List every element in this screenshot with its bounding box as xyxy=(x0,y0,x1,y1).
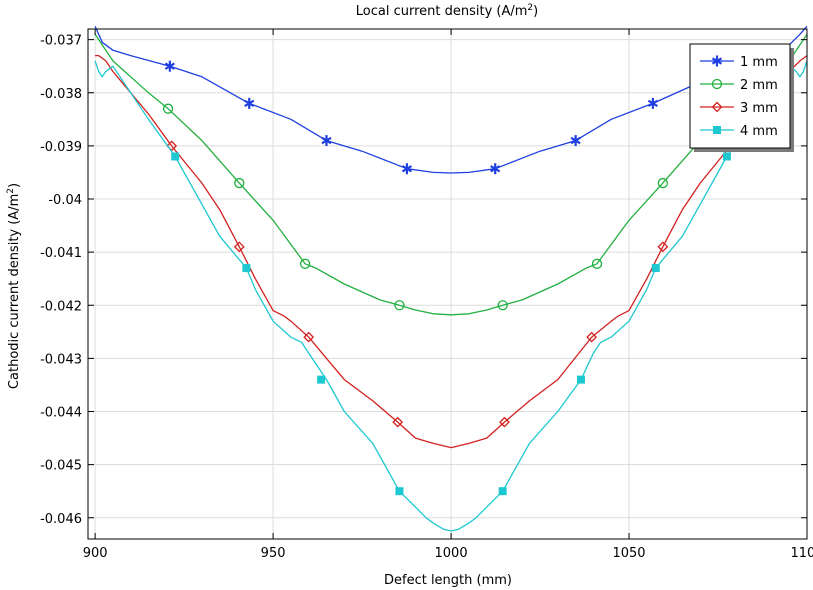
data-point xyxy=(591,258,603,269)
data-point xyxy=(317,375,326,384)
data-point xyxy=(171,152,180,161)
data-point xyxy=(234,177,245,189)
x-axis-label: Defect length (mm) xyxy=(384,573,512,588)
x-tick-label: 1050 xyxy=(612,546,645,561)
data-point xyxy=(242,264,251,273)
legend-marker xyxy=(713,126,721,134)
data-point xyxy=(233,241,245,253)
data-point xyxy=(244,97,255,109)
y-tick-label: -0.039 xyxy=(40,140,82,155)
data-point xyxy=(499,416,510,428)
legend-item: 4 mm xyxy=(700,124,778,139)
data-point xyxy=(166,140,178,152)
data-point xyxy=(498,487,507,496)
y-axis-label: Cathodic current density (A/m2) xyxy=(6,183,22,389)
legend-item: 3 mm xyxy=(700,101,778,116)
x-tick-label: 900 xyxy=(83,546,108,561)
data-point xyxy=(657,177,668,189)
x-tick-label: 950 xyxy=(261,546,286,561)
data-point xyxy=(395,487,404,496)
legend: 1 mm 2 mm 3 mm 4 mm xyxy=(689,43,794,152)
y-axis: -0.037 -0.038 -0.039 -0.04 -0.041 -0.042 -0.04… xyxy=(40,34,807,527)
series-3 xyxy=(94,60,808,532)
y-tick-label: -0.043 xyxy=(40,352,82,367)
y-tick-label: -0.045 xyxy=(40,459,82,474)
legend-label: 3 mm xyxy=(740,101,778,116)
y-tick-label: -0.042 xyxy=(40,299,82,314)
legend-item: 1 mm xyxy=(700,55,778,70)
legend-marker xyxy=(711,78,723,90)
chart-title: Local current density (A/m2) xyxy=(356,3,538,19)
legend-label: 4 mm xyxy=(740,124,778,139)
data-point xyxy=(647,97,658,109)
data-point xyxy=(164,60,175,72)
data-point xyxy=(162,103,174,114)
data-point xyxy=(299,258,311,269)
data-point xyxy=(657,241,669,253)
y-tick-label: -0.04 xyxy=(48,193,82,208)
legend-label: 1 mm xyxy=(740,55,778,70)
data-point xyxy=(394,300,405,311)
data-point xyxy=(303,331,315,343)
y-tick-label: -0.041 xyxy=(40,246,82,261)
legend-marker xyxy=(711,55,723,67)
y-tick-label: -0.046 xyxy=(40,512,82,527)
data-point xyxy=(570,135,581,147)
y-tick-label: -0.037 xyxy=(40,34,82,49)
data-point xyxy=(321,135,332,147)
data-point xyxy=(576,375,585,384)
x-tick-label: 1100 xyxy=(790,546,813,561)
y-tick-label: -0.038 xyxy=(40,87,82,102)
series-line xyxy=(94,60,808,532)
legend-item: 2 mm xyxy=(700,78,778,93)
legend-marker xyxy=(711,101,723,113)
plot-frame xyxy=(87,28,808,540)
x-axis: 900 950 1000 1050 1100 xyxy=(83,29,813,561)
y-tick-label: -0.044 xyxy=(40,406,82,421)
series-line xyxy=(95,54,808,449)
data-point xyxy=(401,163,412,175)
data-point xyxy=(586,331,598,343)
data-point xyxy=(490,163,501,175)
data-point xyxy=(392,416,404,428)
data-point xyxy=(722,152,731,161)
data-point xyxy=(651,264,660,273)
legend-label: 2 mm xyxy=(740,78,778,93)
data-point xyxy=(497,300,508,311)
x-tick-label: 1000 xyxy=(435,546,468,561)
